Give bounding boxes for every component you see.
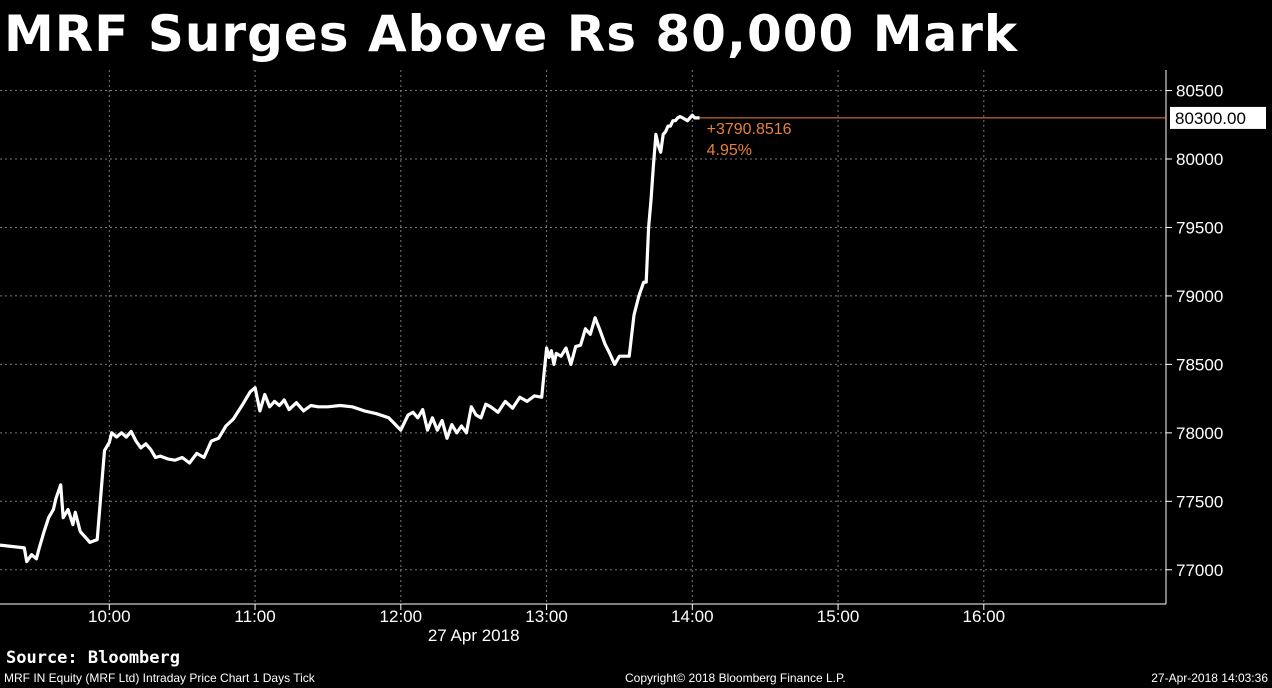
last-price-tag: 80300.00 [1170,106,1266,129]
last-price-value: 80300.00 [1175,109,1246,128]
y-tick-label: 78000 [1176,424,1223,443]
x-tick-label: 12:00 [380,607,423,626]
x-tick-label: 13:00 [525,607,568,626]
footer-copyright: Copyright© 2018 Bloomberg Finance L.P. [625,671,846,685]
x-tick-label: 14:00 [671,607,714,626]
x-tick-label: 10:00 [88,607,131,626]
change-value: +3790.8516 [707,121,792,138]
chart-axes [0,70,1172,610]
price-series-line [0,113,700,564]
x-axis-labels: 10:00 11:00 12:00 13:00 14:00 15:00 16:00 [88,607,1005,626]
y-tick-label: 77000 [1176,561,1223,580]
date-label: 27 Apr 2018 [428,626,520,645]
y-tick-label: 78500 [1176,355,1223,374]
x-tick-label: 16:00 [963,607,1006,626]
last-price-box [1170,106,1266,129]
y-tick-label: 80500 [1176,82,1223,101]
y-tick-label: 79500 [1176,218,1223,237]
footer-description: MRF IN Equity (MRF Ltd) Intraday Price C… [4,671,315,685]
x-tick-label: 15:00 [817,607,860,626]
y-tick-label: 77500 [1176,492,1223,511]
source-label: Source: Bloomberg [6,648,180,668]
page-title: MRF Surges Above Rs 80,000 Mark [4,5,1019,63]
y-tick-label: 79000 [1176,287,1223,306]
footer-timestamp: 27-Apr-2018 14:03:36 [1151,671,1268,685]
change-percent: 4.95% [707,142,752,159]
chart-grid [0,70,1166,604]
y-axis-labels: 77000 77500 78000 78500 79000 79500 80000 80500 [1176,82,1223,580]
x-tick-label: 11:00 [234,607,275,626]
y-tick-label: 80000 [1176,150,1223,169]
